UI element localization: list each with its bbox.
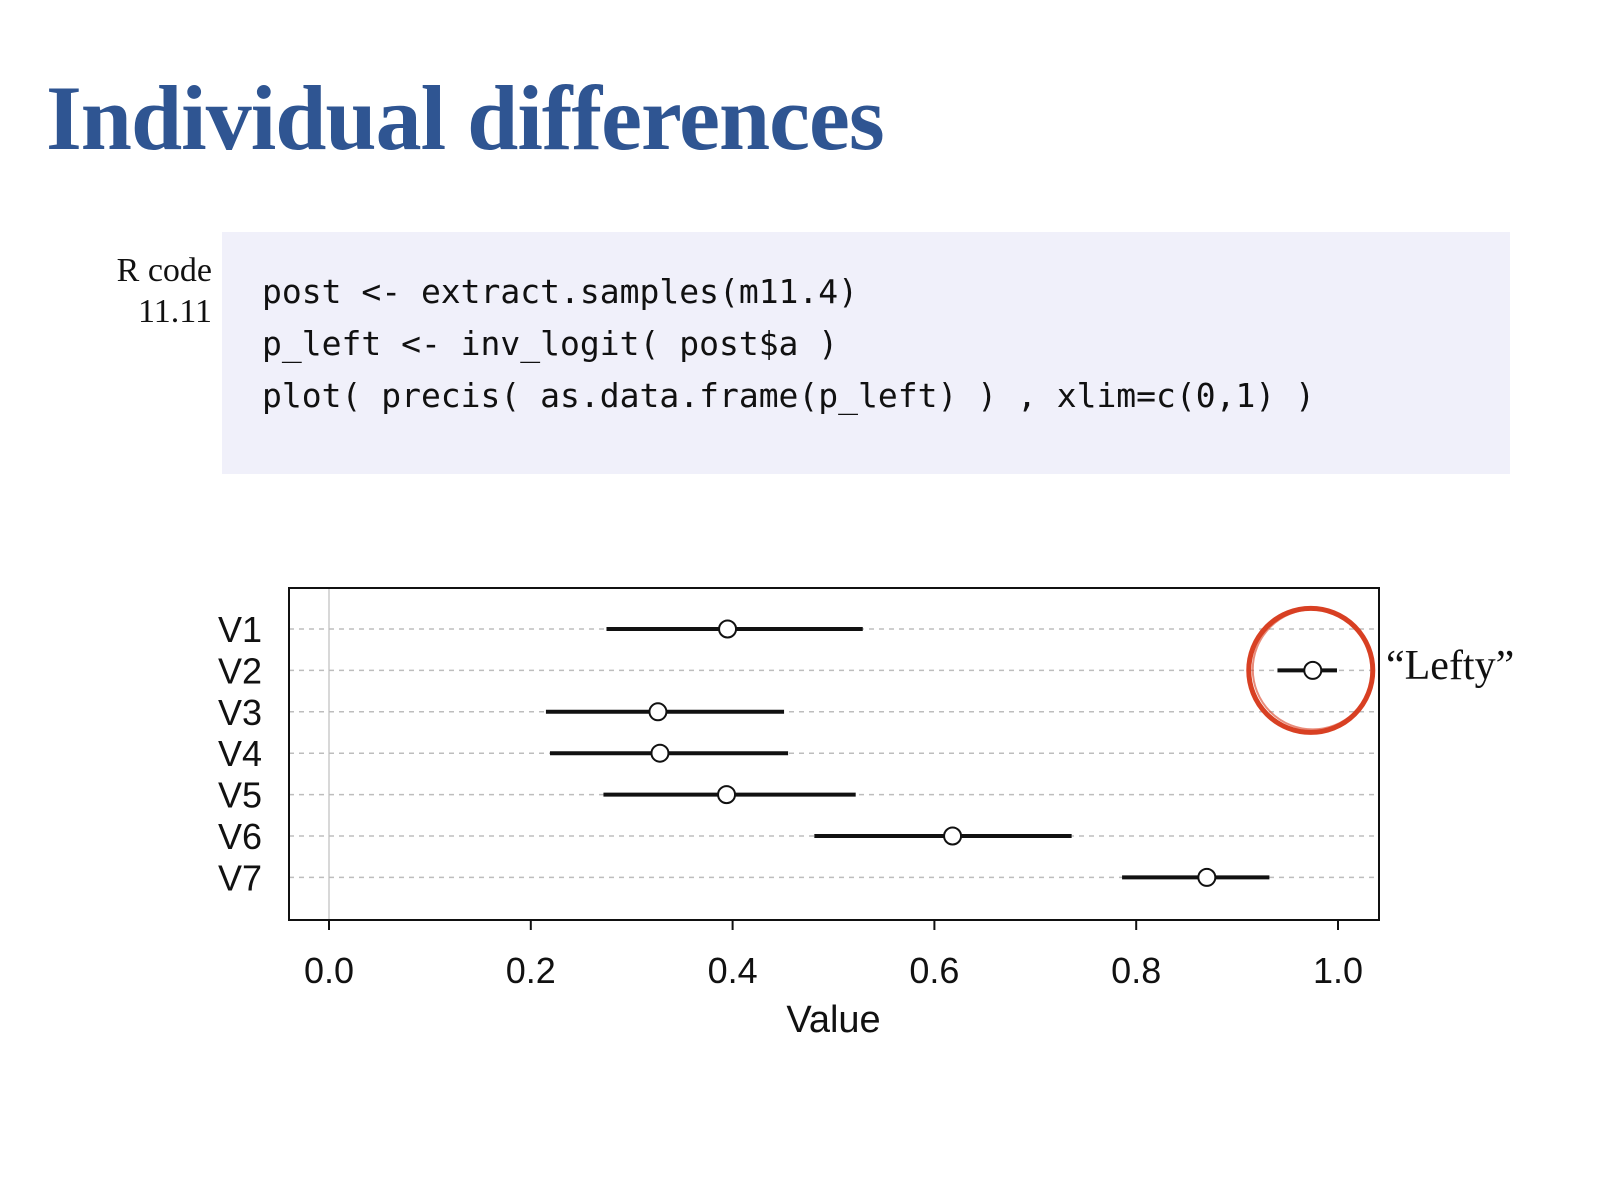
row-label-v6: V6 <box>218 816 262 857</box>
code-line-3: plot( precis( as.data.frame(p_left) ) , … <box>262 376 1315 415</box>
code-label-line1: R code <box>116 252 212 289</box>
highlight-circle-inner <box>1251 608 1374 731</box>
lefty-annotation: “Lefty” <box>1386 643 1515 689</box>
point-v2 <box>1303 660 1323 680</box>
point-v1 <box>718 619 738 639</box>
code-line-2: p_left <- inv_logit( post$a ) <box>262 324 839 363</box>
x-tick-label-4: 0.8 <box>1111 950 1161 991</box>
code-block: post <- extract.samples(m11.4) p_left <-… <box>222 232 1510 474</box>
row-label-v7: V7 <box>218 857 262 898</box>
code-label: R code 11.11 <box>80 250 212 332</box>
row-label-v5: V5 <box>218 775 262 816</box>
row-label-v4: V4 <box>218 733 262 774</box>
row-label-v1: V1 <box>218 609 262 650</box>
point-v5 <box>717 785 737 805</box>
point-v6 <box>943 826 963 846</box>
plot-frame <box>288 587 1380 921</box>
slide-title: Individual differences <box>46 67 885 169</box>
code-label-line2: 11.11 <box>138 293 212 330</box>
x-tick-label-2: 0.4 <box>708 950 758 991</box>
point-v3 <box>648 702 668 722</box>
x-tick-label-1: 0.2 <box>506 950 556 991</box>
x-tick-label-5: 1.0 <box>1313 950 1363 991</box>
x-tick-label-3: 0.6 <box>909 950 959 991</box>
x-tick-label-0: 0.0 <box>304 950 354 991</box>
point-v7 <box>1197 867 1217 887</box>
x-axis-label: Value <box>786 999 880 1041</box>
row-label-v2: V2 <box>218 650 262 691</box>
row-label-v3: V3 <box>218 692 262 733</box>
code-line-1: post <- extract.samples(m11.4) <box>262 272 859 311</box>
point-v4 <box>650 743 670 763</box>
